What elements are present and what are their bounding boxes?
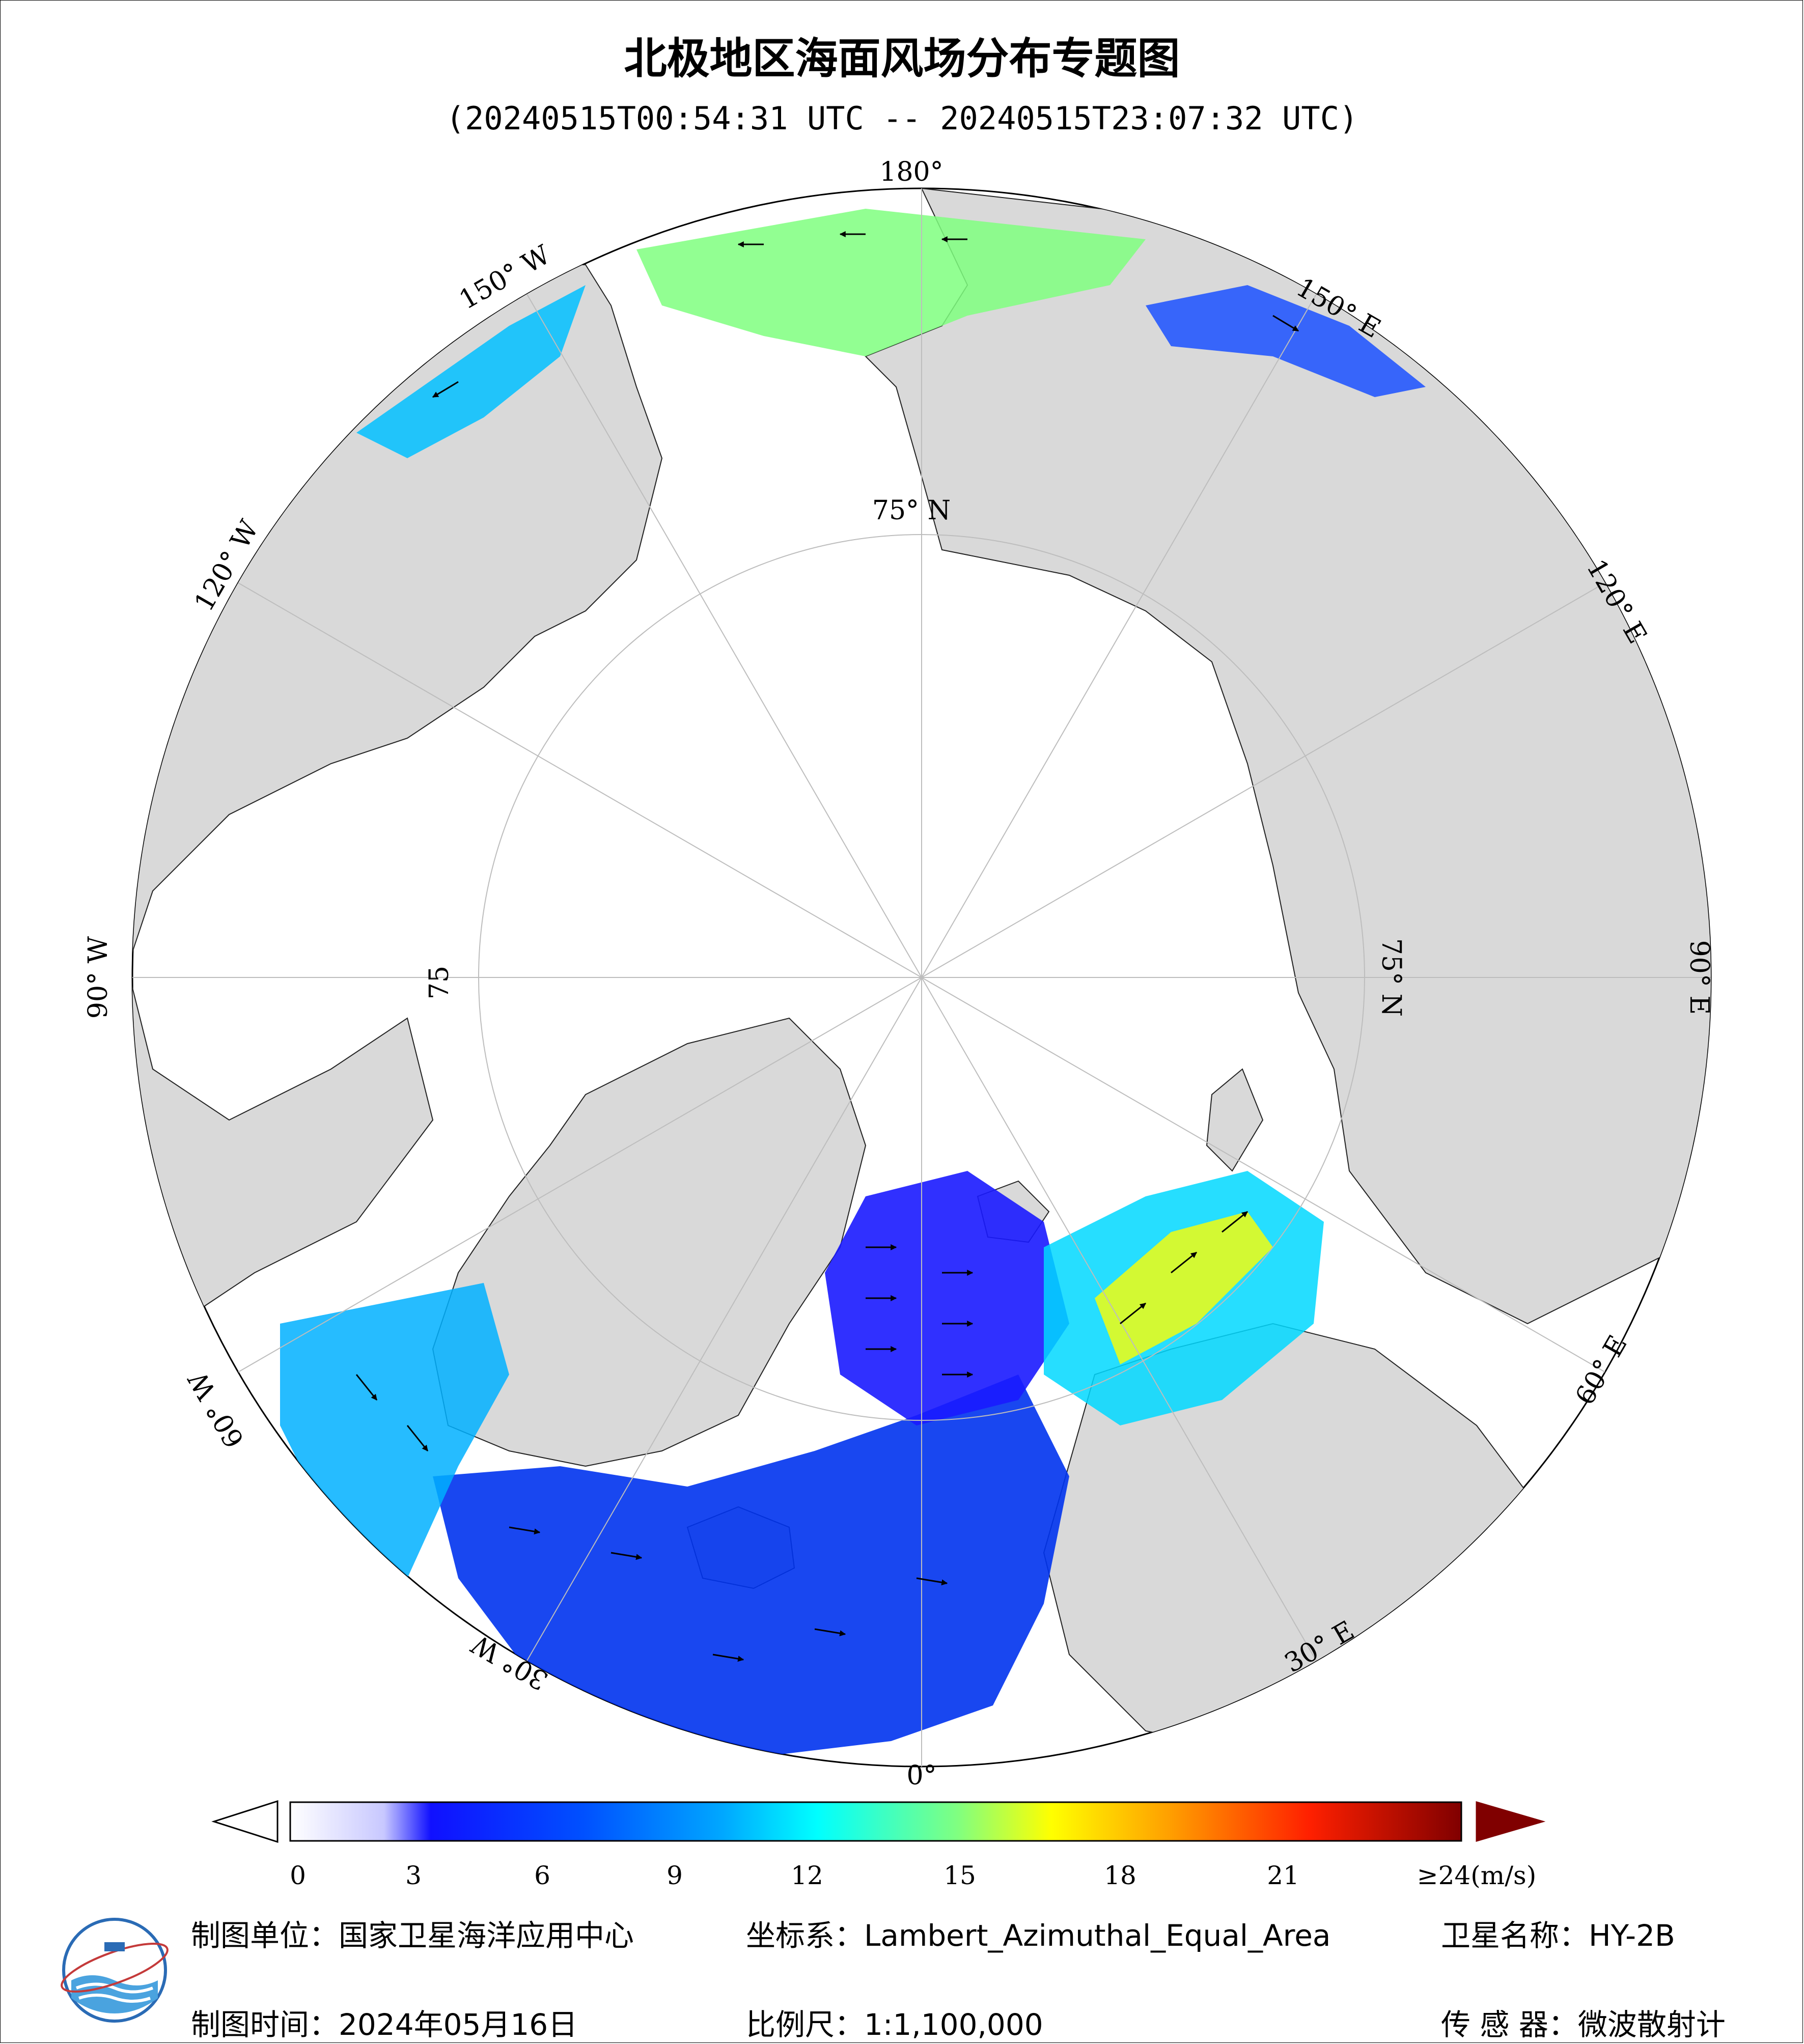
wind-arrow: [712, 1654, 744, 1662]
lon-label-90e: 90° E: [1684, 940, 1714, 1015]
wind-patch-norwegian-sea: [825, 1171, 1069, 1425]
wind-patch-barents-yellow: [1095, 1212, 1273, 1364]
wind-arrow: [1120, 1302, 1146, 1325]
map-title: 北极地区海面风场分布专题图: [624, 34, 1180, 83]
graticule: [132, 188, 1711, 1767]
wind-patch-bering: [636, 209, 1146, 356]
satellite-label: 卫星名称：HY-2B: [1441, 1918, 1675, 1953]
wind-arrow: [1272, 315, 1299, 332]
wind-patch-gulf-alaska: [356, 285, 586, 458]
colorbar-max-arrow: [1476, 1801, 1546, 1842]
time-range: (20240515T00:54:31 UTC -- 20240515T23:07…: [446, 100, 1358, 137]
lon-label-0: 0°: [906, 1760, 936, 1791]
colorbar-tick-12: 12: [791, 1861, 823, 1890]
colorbar-tick-18: 18: [1104, 1861, 1136, 1890]
colorbar-tick-6: 6: [534, 1861, 550, 1890]
wind-arrow: [1222, 1211, 1248, 1233]
land-greenland: [432, 1017, 867, 1467]
wind-patch-okhotsk: [1146, 285, 1426, 397]
wind-arrow: [509, 1526, 541, 1535]
wind-patch-labrador: [280, 1283, 509, 1578]
lon-label-90w: 90° W: [83, 936, 114, 1019]
colorbar-gradient: [289, 1801, 1462, 1842]
crs-label: 坐标系：Lambert_Azimuthal_Equal_Area: [746, 1918, 1331, 1953]
colorbar-tick-15: 15: [943, 1861, 976, 1890]
colorbar-min-arrow: [211, 1800, 279, 1843]
map-unit-label: 制图单位：国家卫星海洋应用中心: [191, 1918, 634, 1953]
land-novaya-zemlya: [1206, 1068, 1264, 1172]
colorbar-tick-21: 21: [1267, 1861, 1299, 1890]
wind-arrow: [355, 1374, 378, 1401]
wind-arrows: [355, 231, 1299, 1662]
wind-arrow: [432, 381, 459, 398]
colorbar: [211, 1800, 1546, 1843]
colorbar-tick-9: 9: [667, 1861, 683, 1890]
wind-arrow: [1171, 1251, 1197, 1274]
lat-label-75n-top: 75° N: [872, 495, 951, 526]
agency-logo: [61, 1918, 169, 2023]
map-date-label: 制图时间：2024年05月16日: [191, 2007, 578, 2042]
lon-label-180: 180°: [879, 157, 943, 187]
wind-patch-north-atlantic: [433, 1375, 1069, 1756]
scale-label: 比例尺：1:1,100,000: [746, 2007, 1043, 2042]
wind-arrow: [916, 1577, 948, 1586]
colorbar-tick-0: 0: [290, 1861, 306, 1890]
colorbar-tick-24: ≥24(m/s): [1417, 1861, 1537, 1890]
wind-arrow: [610, 1552, 643, 1560]
lat-label-75n-right: 75° N: [1376, 938, 1406, 1017]
sensor-label: 传 感 器：微波散射计: [1441, 2007, 1726, 2042]
lon-label-60w: 60° W: [182, 1366, 250, 1453]
lat-label-75-left: 75: [424, 966, 455, 999]
wind-arrow: [406, 1425, 429, 1451]
colorbar-tick-3: 3: [405, 1861, 422, 1890]
wind-arrow: [814, 1628, 846, 1637]
